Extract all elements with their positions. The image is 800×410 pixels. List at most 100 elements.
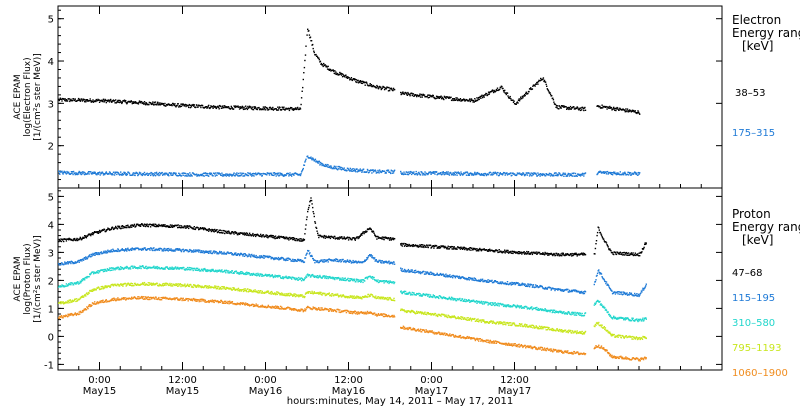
data-point [455, 247, 457, 249]
data-point [468, 173, 470, 175]
data-point [505, 92, 507, 94]
data-point [618, 291, 620, 293]
data-point [154, 249, 157, 251]
data-point [547, 252, 550, 255]
data-point [501, 281, 504, 283]
data-point [314, 221, 316, 223]
data-point [315, 227, 318, 229]
data-point [94, 252, 96, 254]
data-point [284, 237, 287, 239]
data-point [505, 283, 507, 286]
data-point [124, 171, 126, 174]
data-point [188, 250, 190, 252]
data-point [147, 174, 149, 176]
data-point [411, 92, 413, 94]
data-point [486, 249, 488, 251]
data-point [579, 173, 581, 176]
data-point [193, 249, 195, 251]
data-point [459, 248, 462, 250]
data-point [364, 81, 366, 84]
data-point [246, 254, 248, 256]
data-point [216, 253, 218, 255]
data-point [531, 286, 534, 288]
data-point [134, 102, 136, 104]
data-point [409, 172, 411, 174]
data-point [505, 251, 507, 253]
data-point [310, 158, 313, 160]
data-point [525, 252, 527, 254]
data-point [321, 276, 324, 278]
data-point [103, 268, 105, 271]
data-point [442, 245, 444, 247]
data-point [188, 266, 190, 269]
data-point [638, 295, 640, 298]
data-point [421, 272, 423, 274]
data-point [317, 56, 319, 58]
data-point [174, 103, 176, 105]
data-point [631, 172, 633, 174]
data-point [140, 223, 142, 226]
data-point [180, 250, 182, 252]
data-point [243, 272, 246, 275]
data-point [439, 246, 442, 249]
data-point [505, 282, 507, 285]
data-point [355, 81, 357, 83]
data-point [118, 173, 120, 175]
data-point [194, 250, 196, 253]
data-point [244, 108, 246, 110]
data-point [603, 172, 605, 174]
data-point [306, 274, 308, 276]
data-point [494, 172, 496, 174]
data-point [437, 95, 439, 98]
data-point [500, 283, 503, 285]
data-point [238, 232, 240, 235]
data-point [427, 295, 429, 297]
data-point [492, 171, 495, 174]
data-point [276, 275, 278, 277]
data-point [277, 258, 279, 260]
data-point [211, 106, 214, 108]
data-point [316, 276, 318, 279]
data-point [137, 174, 139, 177]
data-point [645, 285, 647, 287]
data-point [377, 88, 380, 90]
data-point [340, 72, 342, 74]
data-point [513, 250, 515, 253]
data-point [528, 90, 530, 93]
data-point [377, 235, 379, 238]
data-point [497, 251, 500, 253]
data-point [68, 171, 70, 173]
y-tick-label: 2 [48, 276, 54, 287]
data-point [645, 242, 647, 244]
data-point [209, 250, 211, 253]
data-point [462, 173, 464, 176]
data-point [442, 273, 444, 275]
data-point [393, 169, 396, 171]
data-point [517, 282, 519, 284]
data-point [163, 247, 166, 250]
data-point [77, 259, 80, 262]
data-point [227, 232, 229, 234]
data-point [436, 97, 438, 99]
data-point [349, 170, 351, 172]
data-point [442, 171, 444, 173]
data-point [604, 280, 607, 283]
data-point [454, 171, 456, 173]
data-point [615, 173, 617, 175]
data-point [288, 108, 290, 110]
data-point [308, 206, 310, 209]
data-point [469, 247, 472, 249]
data-point [443, 246, 445, 248]
data-point [538, 173, 541, 175]
data-point [305, 158, 307, 160]
data-point [204, 267, 206, 270]
data-point [120, 171, 122, 173]
data-point [359, 280, 361, 282]
data-point [372, 169, 374, 171]
data-point [344, 260, 346, 262]
data-point [211, 252, 214, 255]
data-point [100, 251, 102, 253]
data-point [487, 173, 490, 176]
data-point [334, 278, 336, 281]
data-point [406, 93, 408, 95]
